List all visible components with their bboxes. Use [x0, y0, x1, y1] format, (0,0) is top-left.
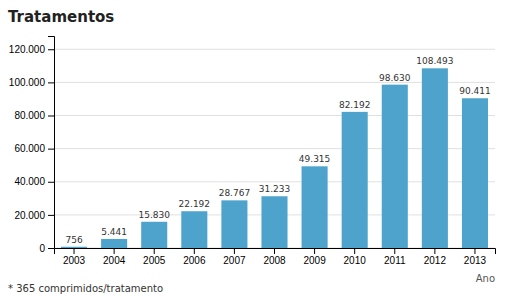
x-tick: 2007 [223, 248, 246, 266]
y-tick-label: 60.000 [14, 143, 45, 154]
y-tick-mark [48, 182, 54, 183]
y-axis-title: Tratamentos [8, 8, 114, 26]
data-label: 49.315 [299, 154, 331, 164]
chart: 0 20.000 40.000 60.000 80.000 100.000 120.000 2… [0, 0, 509, 298]
x-tick-mark [194, 248, 195, 254]
x-tick: 2012 [424, 248, 447, 266]
y-tick: 40.000 [14, 176, 54, 187]
data-label: 5.441 [101, 227, 127, 237]
bar [342, 112, 368, 248]
y-tick-mark [48, 215, 54, 216]
plot: 0 20.000 40.000 60.000 80.000 100.000 120.000 2… [9, 37, 496, 267]
x-tick: 2011 [384, 248, 406, 266]
y-tick: 120.000 [9, 44, 54, 55]
x-tick-label: 2011 [384, 255, 406, 266]
x-tick-mark [114, 248, 115, 254]
bar [141, 222, 167, 248]
x-tick-mark [234, 248, 235, 254]
x-tick-label: 2006 [183, 255, 206, 266]
x-tick-label: 2012 [424, 255, 447, 266]
data-label: 82.192 [339, 100, 371, 110]
bar [302, 166, 328, 248]
data-label: 90.411 [459, 86, 491, 96]
y-tick: 100.000 [9, 77, 54, 88]
bar [261, 196, 287, 248]
x-tick-mark [274, 248, 275, 254]
bar [181, 211, 207, 248]
x-tick-mark [434, 248, 435, 254]
x-tick-label: 2013 [464, 255, 487, 266]
x-tick-label: 2009 [303, 255, 326, 266]
data-label: 98.630 [379, 73, 411, 83]
data-label: 22.192 [179, 199, 211, 209]
data-label: 756 [65, 235, 82, 245]
y-tick: 20.000 [14, 210, 54, 221]
x-tick-mark [354, 248, 355, 254]
y-tick-label: 20.000 [14, 210, 45, 221]
bar [462, 98, 488, 248]
bar [221, 200, 247, 248]
y-tick-mark [48, 248, 54, 249]
bar [101, 239, 127, 248]
y-tick-mark [48, 49, 54, 50]
y-axis-line [48, 37, 55, 249]
grid [54, 49, 495, 248]
y-tick-label: 80.000 [14, 110, 45, 121]
data-labels: 756 5.441 15.830 22.192 28.767 31.233 49.315 82… [65, 56, 490, 244]
x-tick: 2010 [344, 248, 367, 266]
x-tick: 2009 [303, 248, 326, 266]
x-tick-mark [474, 248, 475, 254]
bar [422, 68, 448, 248]
y-axis: 0 20.000 40.000 60.000 80.000 100.000 120.000 [9, 37, 55, 254]
bar [382, 85, 408, 248]
bar [61, 247, 87, 248]
y-tick: 60.000 [14, 143, 54, 154]
x-tick: 2008 [263, 248, 286, 266]
x-tick: 2006 [183, 248, 206, 266]
data-label: 31.233 [259, 184, 291, 194]
x-axis-line [55, 249, 496, 255]
y-tick-label: 0 [39, 243, 45, 254]
x-tick-mark [74, 248, 75, 254]
y-tick-label: 40.000 [14, 176, 45, 187]
data-label: 108.493 [416, 56, 453, 66]
x-tick-mark [154, 248, 155, 254]
y-tick-label: 100.000 [9, 77, 46, 88]
x-tick-label: 2010 [344, 255, 367, 266]
x-tick: 2003 [63, 248, 86, 266]
x-tick-label: 2007 [223, 255, 246, 266]
x-tick-label: 2005 [143, 255, 166, 266]
x-tick: 2004 [103, 248, 126, 266]
x-axis-title: Ano [476, 273, 495, 284]
y-tick: 0 [39, 243, 54, 254]
x-axis: 2003 2004 2005 2006 2007 2008 2009 2010 2011 2012… [55, 248, 496, 266]
data-label: 28.767 [219, 188, 251, 198]
y-tick: 80.000 [14, 110, 54, 121]
x-tick-label: 2003 [63, 255, 86, 266]
x-tick-label: 2004 [103, 255, 126, 266]
y-tick-mark [48, 116, 54, 117]
x-tick: 2005 [143, 248, 166, 266]
x-tick: 2013 [464, 248, 487, 266]
bars [61, 68, 488, 248]
y-tick-mark [48, 82, 54, 83]
footnote: * 365 comprimidos/tratamento [8, 283, 163, 294]
x-tick-label: 2008 [263, 255, 286, 266]
x-tick-mark [314, 248, 315, 254]
y-tick-mark [48, 149, 54, 150]
x-tick-mark [394, 248, 395, 254]
y-tick-label: 120.000 [9, 44, 46, 55]
data-label: 15.830 [138, 210, 170, 220]
grid-line [54, 49, 495, 50]
